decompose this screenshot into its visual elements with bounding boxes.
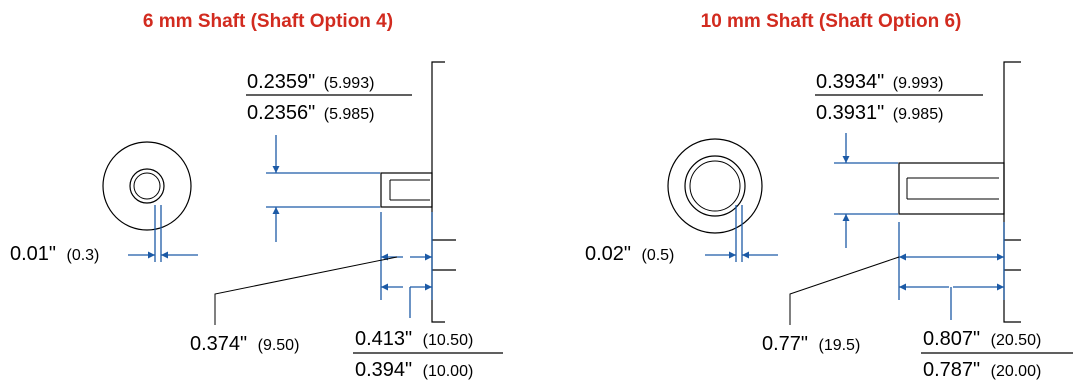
left-len-min-in: 0.394" — [355, 359, 412, 381]
right-runout-in: 0.02" — [585, 243, 631, 265]
left-len-min: 0.394" (10.00) — [355, 359, 473, 381]
right-len-min: 0.787" (20.00) — [923, 359, 1041, 381]
left-shaft-inner-circle — [133, 172, 161, 200]
right-dia-max-in: 0.3934" — [816, 71, 884, 93]
right-flat-leader — [789, 256, 900, 325]
left-shaft-body — [380, 172, 433, 208]
left-dia-min-mm: (5.985) — [324, 106, 375, 123]
left-len-max-mm: (10.50) — [423, 332, 474, 349]
left-end-view — [102, 141, 192, 231]
left-flange-circle — [102, 141, 192, 231]
left-len-min-mm: (10.00) — [423, 363, 474, 380]
right-flat-label: 0.77" (19.5) — [762, 333, 860, 355]
right-dia-min-in: 0.3931" — [816, 102, 884, 124]
right-shaft-outer-circle — [684, 155, 746, 217]
right-len-min-mm: (20.00) — [991, 363, 1042, 380]
right-side-view — [898, 61, 1021, 323]
left-side-view — [380, 61, 456, 323]
left-runout-mm: (0.3) — [66, 247, 99, 264]
left-shaft-outer-circle — [129, 168, 165, 204]
right-flange-circle — [667, 138, 763, 234]
right-mount-face — [1003, 61, 1021, 323]
left-flat-label: 0.374" (9.50) — [190, 333, 299, 355]
right-runout-mm: (0.5) — [641, 247, 674, 264]
right-dia-max-mm: (9.993) — [893, 75, 944, 92]
right-dia-min-mm: (9.985) — [893, 106, 944, 123]
right-flat-mm: (19.5) — [818, 337, 860, 354]
left-len-max-in: 0.413" — [355, 328, 412, 350]
right-title: 10 mm Shaft (Shaft Option 6) — [701, 11, 962, 32]
right-dia-min: 0.3931" (9.985) — [816, 102, 943, 124]
left-flat-leader — [214, 256, 398, 325]
right-len-max-in: 0.807" — [923, 328, 980, 350]
right-flat-in: 0.77" — [762, 333, 808, 355]
left-dia-max-in: 0.2359" — [247, 71, 315, 93]
left-mount-face — [431, 61, 445, 323]
right-len-max: 0.807" (20.50) — [923, 328, 1041, 350]
left-runout-label: 0.01" (0.3) — [10, 243, 99, 265]
left-dia-min: 0.2356" (5.985) — [247, 102, 374, 124]
left-flat-mm: (9.50) — [258, 337, 300, 354]
left-dia-max: 0.2359" (5.993) — [247, 71, 374, 93]
left-len-max: 0.413" (10.50) — [355, 328, 473, 350]
left-drawing: 6 mm Shaft (Shaft Option 4) 0.01" (0.3) — [10, 11, 503, 381]
left-runout-in: 0.01" — [10, 243, 56, 265]
left-flat-in: 0.374" — [190, 333, 247, 355]
right-len-min-in: 0.787" — [923, 359, 980, 381]
right-len-max-mm: (20.50) — [991, 332, 1042, 349]
right-shaft-inner-circle — [689, 160, 741, 212]
right-end-view — [667, 138, 763, 234]
right-runout-label: 0.02" (0.5) — [585, 243, 674, 265]
right-drawing: 10 mm Shaft (Shaft Option 6) 0.02" (0.5) — [585, 11, 1073, 381]
left-title: 6 mm Shaft (Shaft Option 4) — [143, 11, 393, 32]
right-dia-max: 0.3934" (9.993) — [816, 71, 943, 93]
left-dia-max-mm: (5.993) — [324, 75, 375, 92]
left-dia-min-in: 0.2356" — [247, 102, 315, 124]
right-shaft-body — [898, 162, 1005, 215]
